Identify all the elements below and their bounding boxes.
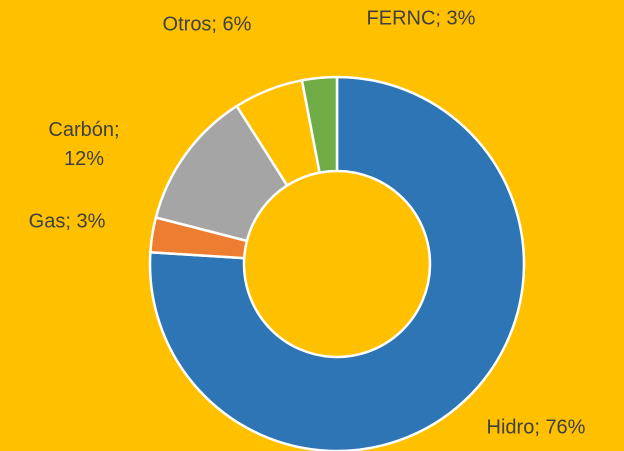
data-label: Gas; 3% — [28, 210, 106, 233]
donut-slice — [148, 75, 526, 451]
data-label: Hidro; 76% — [486, 416, 586, 439]
data-label: Otros; 6% — [162, 13, 252, 36]
donut-slice — [300, 75, 339, 174]
data-label: FERNC; 3% — [366, 7, 476, 30]
data-label: Carbón; 12% — [48, 119, 120, 170]
